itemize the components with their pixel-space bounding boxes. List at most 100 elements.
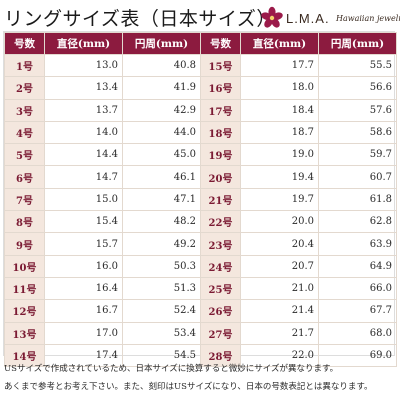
plumeria-flower-icon: [261, 6, 283, 28]
size-cell-left: 1号: [4, 53, 45, 78]
circumference-cell-left: 50.3: [122, 254, 201, 278]
diameter-cell-left: 17.0: [44, 321, 123, 345]
table-row: 4号 14.0 44.0 18号 18.7 58.6: [4, 120, 397, 145]
circumference-cell-right: 68.0: [318, 321, 397, 345]
size-cell-right: 21号: [200, 187, 241, 212]
diameter-cell-left: 15.4: [44, 210, 123, 234]
table-row: 2号 13.4 41.9 16号 18.0 56.6: [4, 76, 397, 100]
column-header-circumference-left: 円周(mm): [122, 32, 201, 55]
diameter-cell-left: 14.0: [44, 120, 123, 145]
brand-logo: L.M.A. Hawaiian jewelry: [260, 6, 400, 32]
table-row: 12号 16.7 52.4 26号 21.4 67.7: [4, 299, 397, 323]
size-cell-right: 24号: [200, 254, 241, 278]
diameter-cell-right: 19.7: [240, 187, 319, 212]
table-row: 7号 15.0 47.1 21号 19.7 61.8: [4, 187, 397, 212]
size-cell-left: 5号: [4, 143, 45, 167]
diameter-cell-right: 18.4: [240, 98, 319, 122]
table-row: 8号 15.4 48.2 22号 20.0 62.8: [4, 210, 397, 234]
circumference-cell-right: 59.7: [318, 143, 397, 167]
diameter-cell-right: 21.7: [240, 321, 319, 345]
diameter-cell-left: 15.7: [44, 232, 123, 256]
size-cell-right: 27号: [200, 321, 241, 345]
size-cell-left: 14号: [4, 343, 45, 368]
size-cell-left: 12号: [4, 299, 45, 323]
circumference-cell-left: 54.5: [122, 343, 201, 368]
size-cell-left: 10号: [4, 254, 45, 278]
circumference-cell-right: 57.6: [318, 98, 397, 122]
size-cell-left: 13号: [4, 321, 45, 345]
circumference-cell-right: 62.8: [318, 210, 397, 234]
size-cell-right: 28号: [200, 343, 241, 368]
table-row: 6号 14.7 46.1 20号 19.4 60.7: [4, 165, 397, 189]
circumference-cell-left: 44.0: [122, 120, 201, 145]
size-cell-left: 8号: [4, 210, 45, 234]
circumference-cell-left: 45.0: [122, 143, 201, 167]
circumference-cell-right: 61.8: [318, 187, 397, 212]
ring-size-table: 号数 直径(mm) 円周(mm) 号数 直径(mm) 円周(mm) 1号 13.0…: [4, 32, 397, 368]
footnote-line-2: あくまで参考とお考え下さい。また、刻印はUSサイズになり、日本の号数表記とは異な…: [4, 382, 373, 392]
diameter-cell-right: 20.0: [240, 210, 319, 234]
circumference-cell-left: 52.4: [122, 299, 201, 323]
diameter-cell-right: 19.0: [240, 143, 319, 167]
size-cell-right: 17号: [200, 98, 241, 122]
circumference-cell-right: 66.0: [318, 276, 397, 301]
circumference-cell-right: 64.9: [318, 254, 397, 278]
circumference-cell-right: 55.5: [318, 53, 397, 78]
brand-name: L.M.A.: [286, 11, 330, 26]
table-row: 14号 17.4 54.5 28号 22.0 69.0: [4, 343, 397, 368]
circumference-cell-right: 58.6: [318, 120, 397, 145]
table-row: 11号 16.4 51.3 25号 21.0 66.0: [4, 276, 397, 301]
size-cell-left: 9号: [4, 232, 45, 256]
size-cell-right: 22号: [200, 210, 241, 234]
circumference-cell-right: 60.7: [318, 165, 397, 189]
diameter-cell-right: 22.0: [240, 343, 319, 368]
brand-tagline: Hawaiian jewelry: [336, 14, 400, 23]
circumference-cell-left: 48.2: [122, 210, 201, 234]
circumference-cell-right: 67.7: [318, 299, 397, 323]
diameter-cell-left: 14.4: [44, 143, 123, 167]
circumference-cell-left: 53.4: [122, 321, 201, 345]
diameter-cell-right: 21.0: [240, 276, 319, 301]
table-row: 3号 13.7 42.9 17号 18.4 57.6: [4, 98, 397, 122]
diameter-cell-left: 13.0: [44, 53, 123, 78]
circumference-cell-left: 51.3: [122, 276, 201, 301]
size-cell-left: 2号: [4, 76, 45, 100]
circumference-cell-left: 49.2: [122, 232, 201, 256]
size-cell-right: 26号: [200, 299, 241, 323]
circumference-cell-left: 42.9: [122, 98, 201, 122]
diameter-cell-right: 17.7: [240, 53, 319, 78]
column-header-size-left: 号数: [4, 32, 45, 55]
table-row: 9号 15.7 49.2 23号 20.4 63.9: [4, 232, 397, 256]
circumference-cell-right: 69.0: [318, 343, 397, 368]
ring-size-table-container: 号数 直径(mm) 円周(mm) 号数 直径(mm) 円周(mm) 1号 13.0…: [3, 31, 397, 368]
size-cell-right: 15号: [200, 53, 241, 78]
circumference-cell-left: 40.8: [122, 53, 201, 78]
column-header-diameter-right: 直径(mm): [240, 32, 319, 55]
diameter-cell-left: 13.4: [44, 76, 123, 100]
diameter-cell-left: 16.4: [44, 276, 123, 301]
table-row: 10号 16.0 50.3 24号 20.7 64.9: [4, 254, 397, 278]
diameter-cell-right: 18.0: [240, 76, 319, 100]
circumference-cell-right: 63.9: [318, 232, 397, 256]
size-cell-right: 19号: [200, 143, 241, 167]
diameter-cell-right: 20.4: [240, 232, 319, 256]
table-row: 13号 17.0 53.4 27号 21.7 68.0: [4, 321, 397, 345]
column-header-size-right: 号数: [200, 32, 241, 55]
table-row: 5号 14.4 45.0 19号 19.0 59.7: [4, 143, 397, 167]
diameter-cell-left: 16.7: [44, 299, 123, 323]
footnotes: USサイズで作成されているため、日本サイズに換算すると微妙にサイズが異なります。…: [4, 360, 398, 396]
circumference-cell-left: 41.9: [122, 76, 201, 100]
size-cell-right: 20号: [200, 165, 241, 189]
circumference-cell-right: 56.6: [318, 76, 397, 100]
size-cell-right: 23号: [200, 232, 241, 256]
size-cell-right: 18号: [200, 120, 241, 145]
size-cell-left: 7号: [4, 187, 45, 212]
diameter-cell-left: 15.0: [44, 187, 123, 212]
footnote-line-1: USサイズで作成されているため、日本サイズに換算すると微妙にサイズが異なります。: [4, 364, 339, 374]
diameter-cell-left: 14.7: [44, 165, 123, 189]
column-header-circumference-right: 円周(mm): [318, 32, 397, 55]
size-cell-right: 16号: [200, 76, 241, 100]
size-cell-left: 3号: [4, 98, 45, 122]
column-header-diameter-left: 直径(mm): [44, 32, 123, 55]
diameter-cell-right: 21.4: [240, 299, 319, 323]
